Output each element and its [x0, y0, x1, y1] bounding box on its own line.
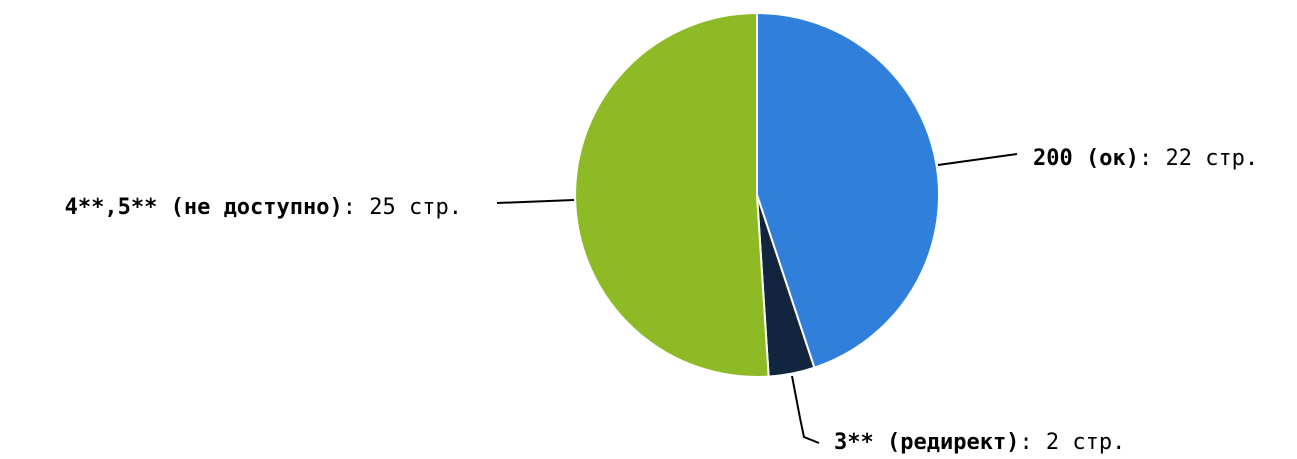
pie-slice: [756, 11, 940, 369]
slice-label: 200 (ок): 22 стр.: [1033, 146, 1258, 171]
slice-label-name: 3** (редирект): [834, 430, 1019, 455]
pie-slice: [574, 11, 770, 378]
leader-line: [937, 153, 1018, 166]
slice-label-value: : 25 стр.: [343, 195, 462, 220]
slice-label: 4**,5** (не доступно): 25 стр.: [65, 195, 462, 220]
slice-label-name: 200 (ок): [1033, 146, 1139, 171]
slice-label-value: : 2 стр.: [1019, 430, 1125, 455]
slice-label: 3** (редирект): 2 стр.: [834, 430, 1125, 455]
leader-lines: [496, 153, 1018, 444]
leader-line: [496, 199, 575, 204]
slice-label-name: 4**,5** (не доступно): [65, 195, 343, 220]
pie-slices: [574, 11, 940, 378]
leader-line: [791, 375, 820, 444]
slice-label-value: : 22 стр.: [1139, 146, 1258, 171]
slice-labels: 200 (ок): 22 стр. 3** (редирект): 2 стр. 4…: [65, 146, 1259, 455]
